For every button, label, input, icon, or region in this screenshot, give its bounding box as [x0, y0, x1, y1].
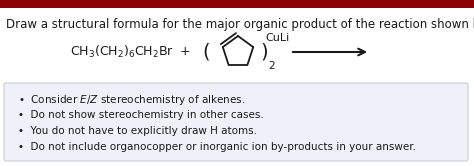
Text: •  Consider $E$/$Z$ stereochemistry of alkenes.: • Consider $E$/$Z$ stereochemistry of al… — [18, 93, 246, 107]
Text: ): ) — [260, 42, 268, 61]
FancyBboxPatch shape — [4, 83, 468, 161]
Bar — [0, 0, 474, 8]
Text: CuLi: CuLi — [265, 33, 289, 43]
Text: •  Do not show stereochemistry in other cases.: • Do not show stereochemistry in other c… — [18, 110, 264, 120]
Text: •  You do not have to explicitly draw H atoms.: • You do not have to explicitly draw H a… — [18, 126, 257, 136]
Text: Draw a structural formula for the major organic product of the reaction shown be: Draw a structural formula for the major … — [6, 18, 474, 31]
Text: (: ( — [202, 42, 210, 61]
Text: •  Do not include organocopper or inorganic ion by-products in your answer.: • Do not include organocopper or inorgan… — [18, 142, 416, 153]
Text: CH$_3$(CH$_2$)$_6$CH$_2$Br  +: CH$_3$(CH$_2$)$_6$CH$_2$Br + — [70, 44, 191, 60]
Text: 2: 2 — [268, 61, 274, 71]
